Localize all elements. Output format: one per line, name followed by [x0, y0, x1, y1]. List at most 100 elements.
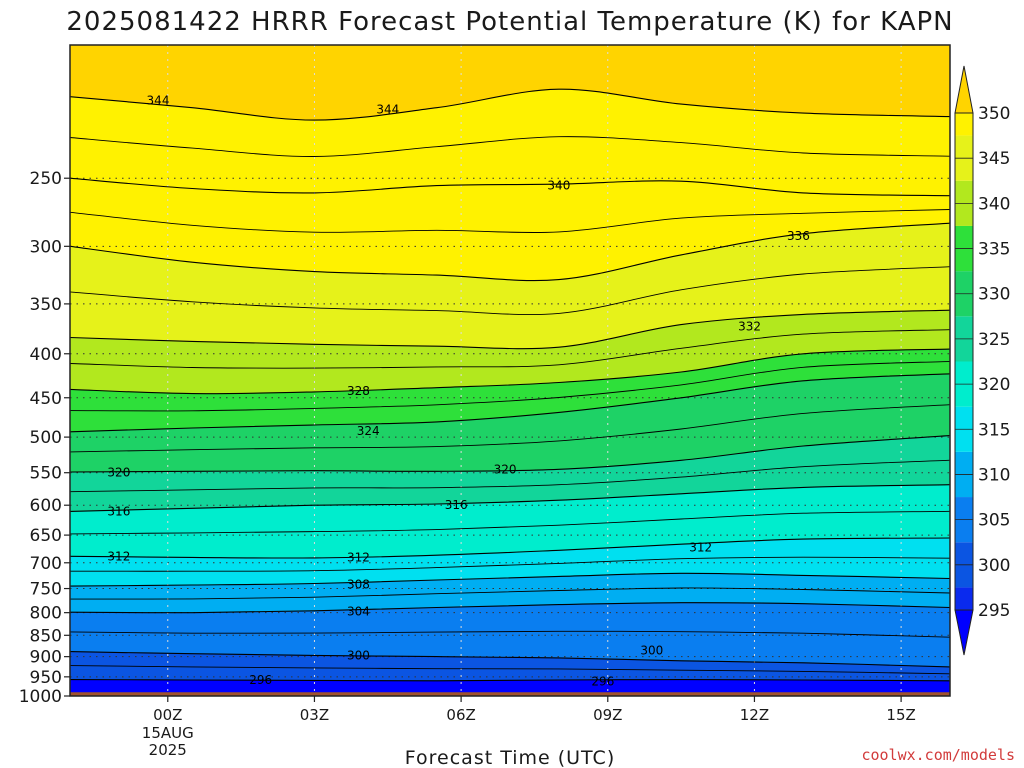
isentrope-308 [70, 572, 950, 587]
isentrope-mid-314 [70, 510, 950, 535]
contour-label-296: 296 [591, 675, 614, 689]
colorbar-label-315: 315 [978, 420, 1010, 440]
colorbar-seg-305b [955, 474, 973, 498]
colorbar-seg-345b [955, 113, 973, 136]
x-tick-label-00Z: 00Z [153, 706, 182, 724]
colorbar-seg-335b [955, 203, 973, 226]
y-tick-label-750: 750 [30, 580, 62, 600]
isentrope-300 [70, 651, 950, 668]
y-tick-label-350: 350 [30, 295, 62, 315]
colorbar-label-295: 295 [978, 601, 1010, 621]
isentrope-mid-338 [70, 209, 950, 233]
credit-link[interactable]: coolwx.com/models [861, 746, 1015, 764]
contour-label-312: 312 [107, 549, 130, 563]
isentrope-344 [70, 88, 950, 121]
colorbar-label-350: 350 [978, 104, 1010, 124]
isentrope-332 [70, 309, 950, 350]
contour-labels: 344 344 340 336 332 328 324 320 320 316 316 312 312 3… [107, 93, 809, 688]
isentrope-mid-302 [70, 630, 950, 638]
y-tick-label-600: 600 [30, 496, 62, 516]
colorbar-arrow-bottom [954, 609, 974, 656]
colorbar-seg-345a [955, 135, 973, 159]
contour-label-328: 328 [347, 384, 370, 398]
x-tick-label-09Z: 09Z [593, 706, 622, 724]
isentrope-340 [70, 177, 950, 197]
colorbar-label-320: 320 [978, 375, 1010, 395]
isentrope-336 [70, 222, 950, 282]
y-tick-label-850: 850 [30, 626, 62, 646]
contour-label-300: 300 [347, 648, 370, 662]
contour-label-296: 296 [249, 673, 272, 687]
colorbar-seg-315b [955, 384, 973, 407]
colorbar-label-335: 335 [978, 240, 1010, 260]
y-tick-label-300: 300 [30, 237, 62, 257]
colorbar-seg-340a [955, 180, 973, 204]
isentrope-324 [70, 373, 950, 433]
y-tick-label-800: 800 [30, 604, 62, 624]
y-tick-label-950: 950 [30, 668, 62, 688]
colorbar-seg-325a [955, 316, 973, 339]
colorbar-seg-330a [955, 271, 973, 294]
isentrope-mid-310 [70, 556, 950, 572]
x-tick-label-15Z: 15Z [886, 706, 915, 724]
isentrope-mid-298 [70, 665, 950, 675]
x-tick-label-03Z: 03Z [300, 706, 329, 724]
y-tick-label-700: 700 [30, 554, 62, 574]
x-tick-label-12Z: 12Z [740, 706, 769, 724]
colorbar-seg-315a [955, 406, 973, 430]
contour-label-312: 312 [689, 541, 712, 555]
ground-layer [70, 692, 950, 696]
colorbar-seg-300b [955, 519, 973, 543]
colorbar-seg-330b [955, 248, 973, 272]
y-tick-label-450: 450 [30, 389, 62, 409]
isentrope-mid-342 [70, 136, 950, 157]
isentrope-mid-322 [70, 404, 950, 453]
colorbar: 295 300 305 310 315 320 325 330 335 340 345 350 [954, 65, 1010, 656]
colorbar-label-305: 305 [978, 511, 1010, 531]
contour-label-308: 308 [347, 578, 370, 592]
isentrope-contours [70, 88, 950, 682]
contour-label-320: 320 [494, 462, 517, 476]
color-bands [70, 45, 950, 696]
x-tick-sublabel-15AUG: 15AUG [142, 724, 194, 742]
contour-label-332: 332 [738, 320, 761, 334]
contour-label-324: 324 [357, 424, 380, 438]
colorbar-seg-295a [955, 587, 973, 610]
y-tick-label-550: 550 [30, 464, 62, 484]
colorbar-seg-335a [955, 225, 973, 249]
colorbar-seg-310b [955, 429, 973, 452]
isentrope-328 [70, 348, 950, 395]
colorbar-seg-295b [955, 564, 973, 588]
colorbar-label-325: 325 [978, 330, 1010, 350]
colorbar-label-330: 330 [978, 285, 1010, 305]
colorbar-label-340: 340 [978, 194, 1010, 214]
contour-label-336: 336 [787, 229, 810, 243]
y-tick-label-900: 900 [30, 648, 62, 668]
y-tick-label-500: 500 [30, 428, 62, 448]
colorbar-seg-300a [955, 542, 973, 565]
colorbar-label-300: 300 [978, 556, 1010, 576]
y-tick-label-650: 650 [30, 526, 62, 546]
ground-strip [70, 692, 950, 696]
chart-title: 2025081422 HRRR Forecast Potential Tempe… [66, 7, 953, 37]
colorbar-seg-320b [955, 338, 973, 362]
isentrope-296 [70, 679, 950, 682]
contour-label-344: 344 [147, 93, 170, 107]
y-tick-label-400: 400 [30, 345, 62, 365]
colorbar-seg-310a [955, 451, 973, 475]
colorbar-label-310: 310 [978, 465, 1010, 485]
isentrope-320 [70, 435, 950, 473]
y-tick-label-250: 250 [30, 169, 62, 189]
colorbar-seg-325b [955, 293, 973, 317]
isentrope-mid-330 [70, 329, 950, 369]
colorbar-seg-340b [955, 158, 973, 181]
isentrope-mid-306 [70, 587, 950, 600]
contour-label-300: 300 [640, 643, 663, 657]
contour-label-340: 340 [547, 179, 570, 193]
contour-label-344: 344 [376, 103, 399, 117]
isentrope-316 [70, 484, 950, 512]
plot-frame [69, 44, 951, 697]
y-tick-label-1000: 1000 [19, 687, 62, 707]
